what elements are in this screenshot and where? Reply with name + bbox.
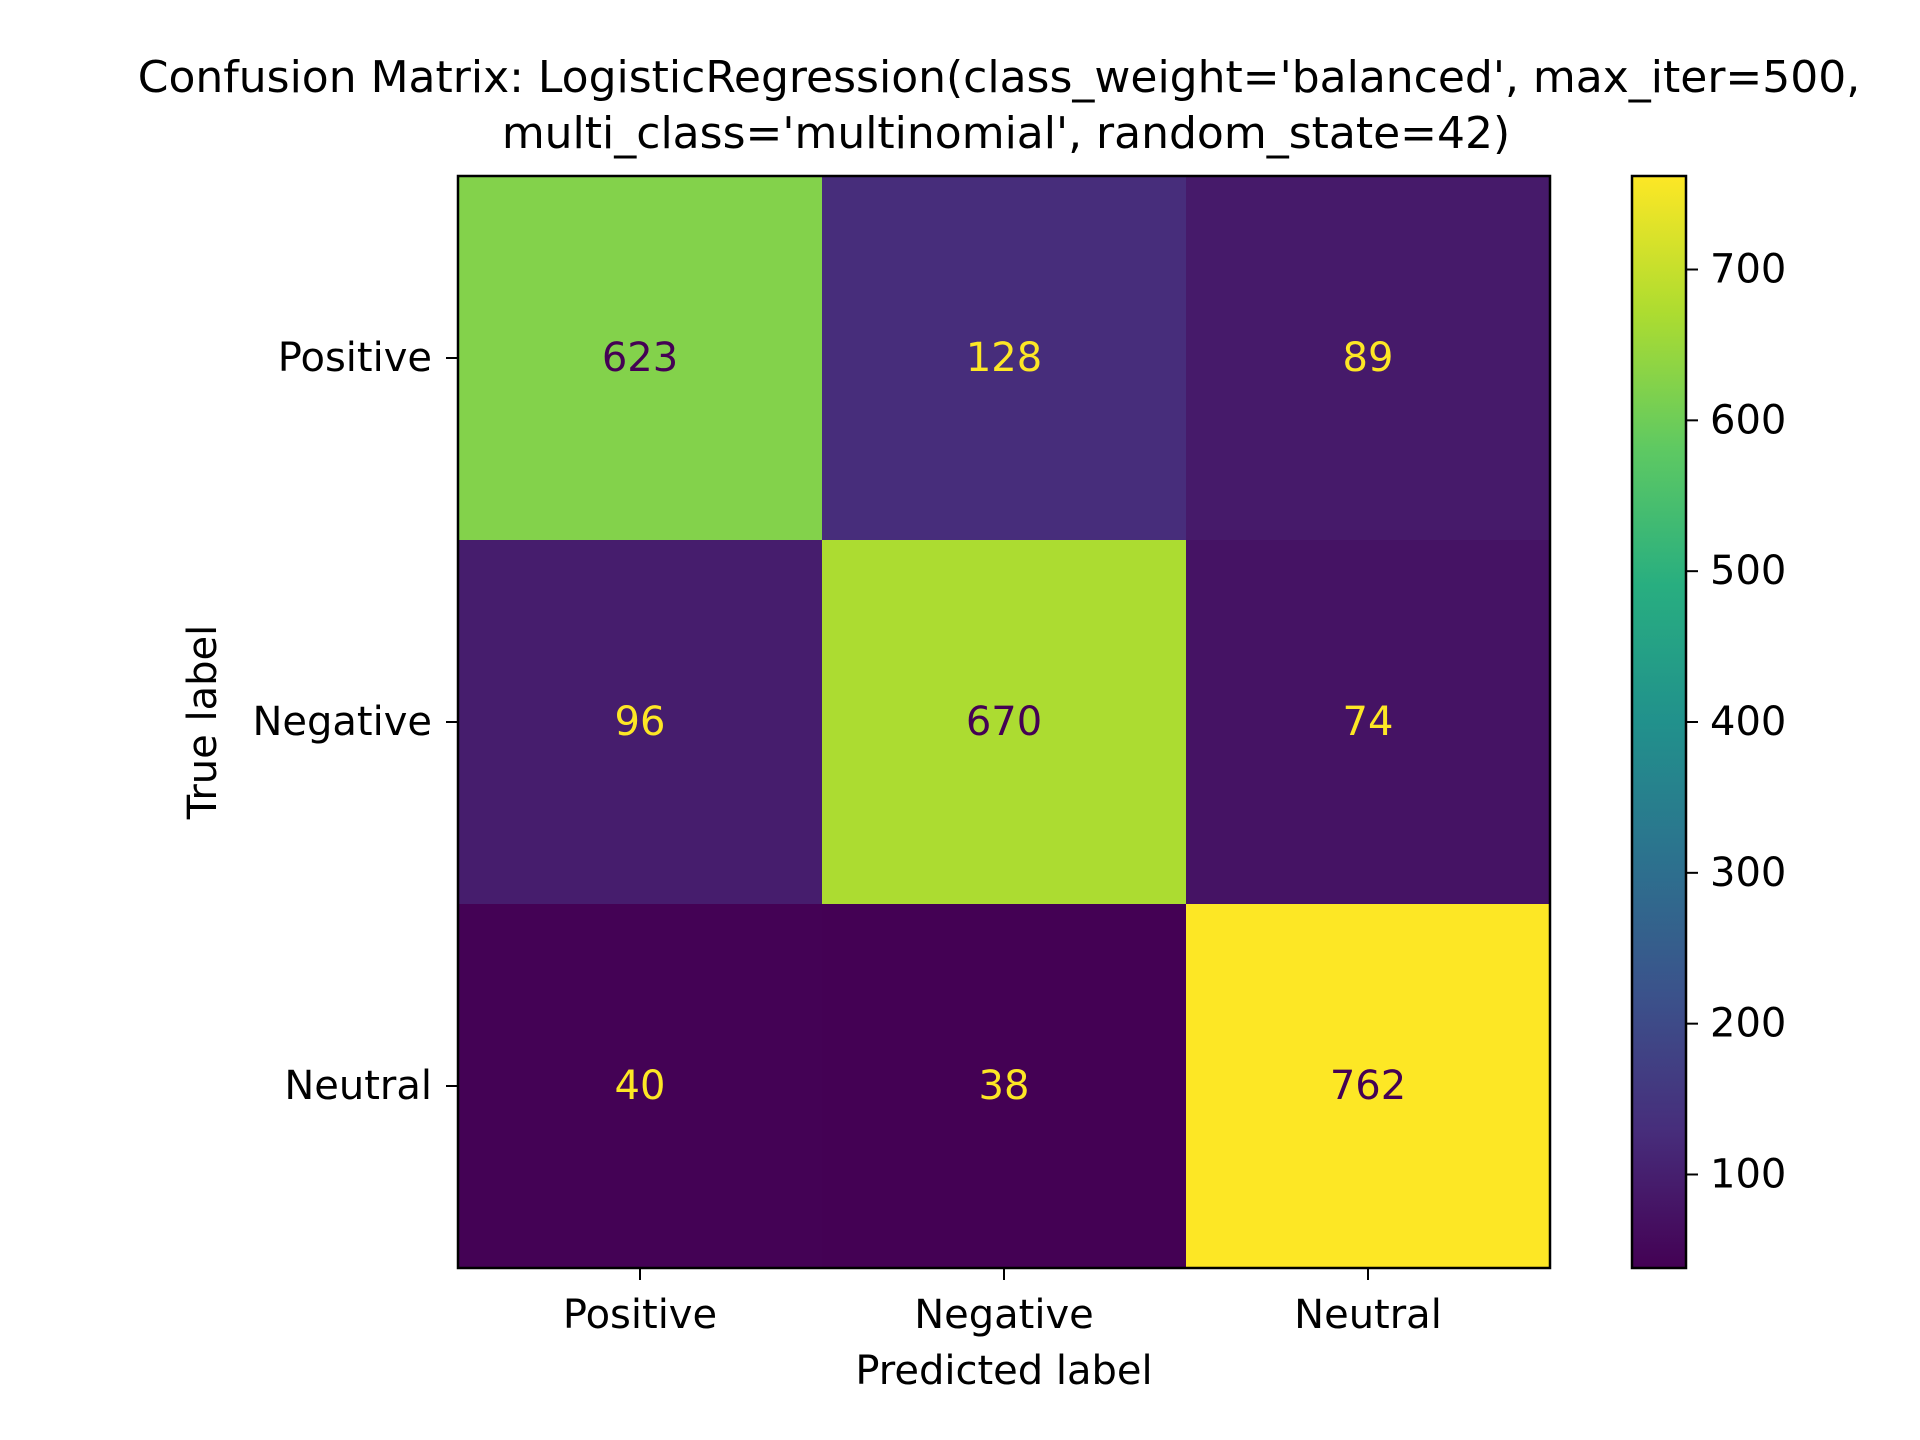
matrix-cell-value-2-0: 40	[615, 1063, 666, 1109]
matrix-cell-value-1-1: 670	[966, 699, 1042, 745]
colorbar-tick-label: 700	[1710, 247, 1786, 293]
colorbar-tick-label: 300	[1710, 850, 1786, 896]
matrix-cell-value-2-1: 38	[979, 1063, 1030, 1109]
chart-title-line-1: Confusion Matrix: LogisticRegression(cla…	[138, 52, 1861, 103]
y-axis-label: True label	[180, 625, 226, 820]
colorbar-ticks: 100 200 300 400 500 600 700	[1686, 247, 1786, 1197]
matrix-cell-value-1-2: 74	[1343, 699, 1394, 745]
colorbar	[1630, 174, 1688, 1270]
matrix-cell-1-2	[1186, 540, 1551, 905]
matrix-cell-0-0	[458, 176, 823, 541]
matrix-cell-value-0-1: 128	[966, 335, 1042, 381]
colorbar-tick-label: 500	[1710, 548, 1786, 594]
matrix-cells	[458, 176, 1551, 1269]
matrix-cell-2-1	[822, 904, 1187, 1269]
matrix-cell-value-0-2: 89	[1343, 335, 1394, 381]
colorbar-tick-label: 600	[1710, 397, 1786, 443]
matrix-cell-0-1	[822, 176, 1187, 541]
matrix-cell-1-0	[458, 540, 823, 905]
matrix-cell-value-2-2: 762	[1330, 1063, 1406, 1109]
y-tick-label: Neutral	[284, 1063, 432, 1109]
y-tick-label: Negative	[252, 699, 432, 745]
colorbar-tick-label: 100	[1710, 1151, 1786, 1197]
y-axis-ticks: Positive Negative Neutral	[252, 335, 458, 1109]
colorbar-tick-label: 200	[1710, 1001, 1786, 1047]
matrix-cell-1-1	[822, 540, 1187, 905]
matrix-cell-labels: 623 128 89 96 670 74 40 38 762	[602, 335, 1406, 1109]
chart-title: Confusion Matrix: LogisticRegression(cla…	[138, 52, 1875, 159]
chart-title-line-2: multi_class='multinomial', random_state=…	[502, 108, 1510, 159]
matrix-cell-2-2	[1186, 904, 1551, 1269]
matrix-cell-value-1-0: 96	[615, 699, 666, 745]
matrix-cell-2-0	[458, 904, 823, 1269]
y-tick-label: Positive	[278, 335, 432, 381]
matrix-cell-value-0-0: 623	[602, 335, 678, 381]
x-tick-label: Negative	[914, 1292, 1094, 1338]
x-axis-ticks: Positive Negative Neutral	[563, 1268, 1442, 1338]
matrix-cell-0-2	[1186, 176, 1551, 541]
x-tick-label: Positive	[563, 1292, 717, 1338]
x-axis-label: Predicted label	[855, 1348, 1152, 1394]
colorbar-tick-label: 400	[1710, 699, 1786, 745]
x-tick-label: Neutral	[1294, 1292, 1442, 1338]
